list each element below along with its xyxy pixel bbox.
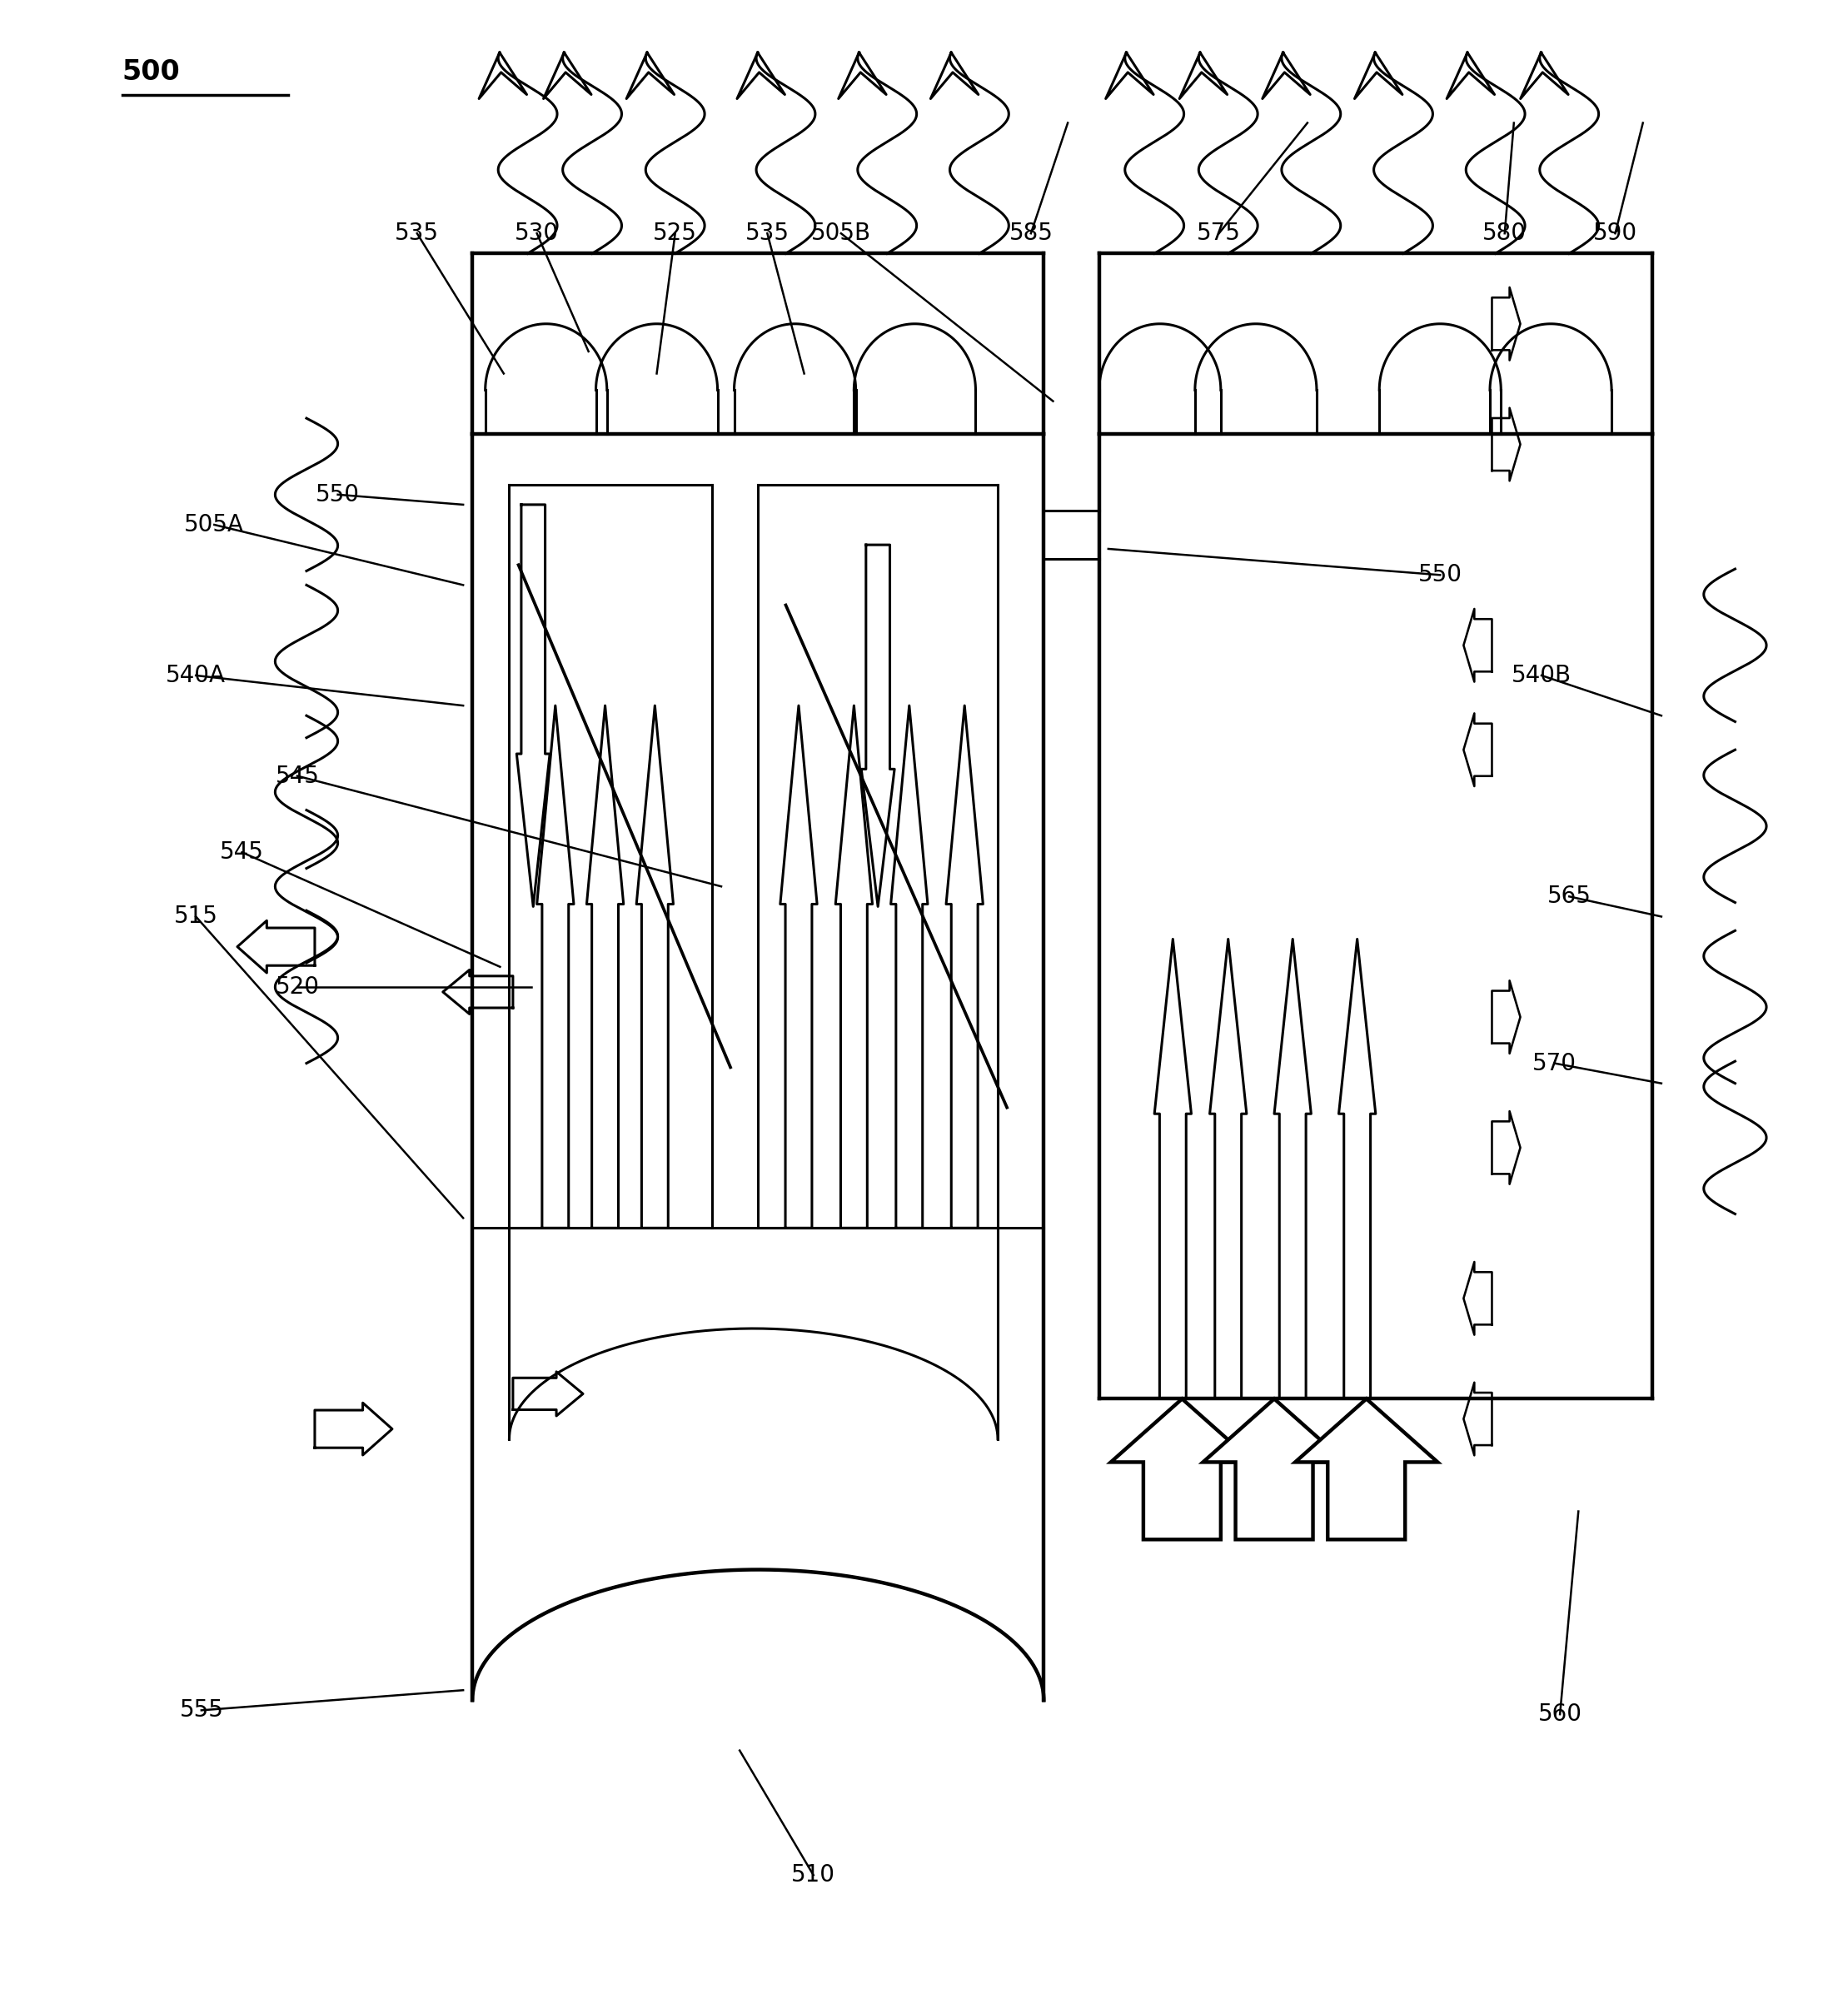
Text: 545: 545 <box>275 763 320 787</box>
Text: 540B: 540B <box>1512 665 1571 687</box>
Text: 500: 500 <box>122 58 181 87</box>
Polygon shape <box>1203 1400 1345 1539</box>
Text: 585: 585 <box>1009 222 1053 246</box>
Text: 535: 535 <box>395 222 440 246</box>
Text: 565: 565 <box>1547 884 1591 908</box>
Text: 580: 580 <box>1482 222 1526 246</box>
Text: 570: 570 <box>1532 1051 1576 1075</box>
Text: 535: 535 <box>745 222 789 246</box>
Text: 550: 550 <box>1417 564 1462 586</box>
Text: 510: 510 <box>791 1863 835 1887</box>
Text: 560: 560 <box>1538 1702 1582 1726</box>
Text: 530: 530 <box>516 222 558 246</box>
Text: 575: 575 <box>1198 222 1242 246</box>
Text: 540A: 540A <box>166 665 225 687</box>
Polygon shape <box>1295 1400 1438 1539</box>
Text: 520: 520 <box>275 975 320 999</box>
Text: 515: 515 <box>174 904 218 928</box>
Text: 505A: 505A <box>185 514 244 536</box>
Text: 505B: 505B <box>811 222 870 246</box>
Text: 550: 550 <box>316 483 360 506</box>
Polygon shape <box>1111 1400 1253 1539</box>
Text: 590: 590 <box>1593 222 1637 246</box>
Text: 555: 555 <box>179 1698 224 1722</box>
Text: 545: 545 <box>220 840 264 864</box>
Text: 525: 525 <box>652 222 697 246</box>
